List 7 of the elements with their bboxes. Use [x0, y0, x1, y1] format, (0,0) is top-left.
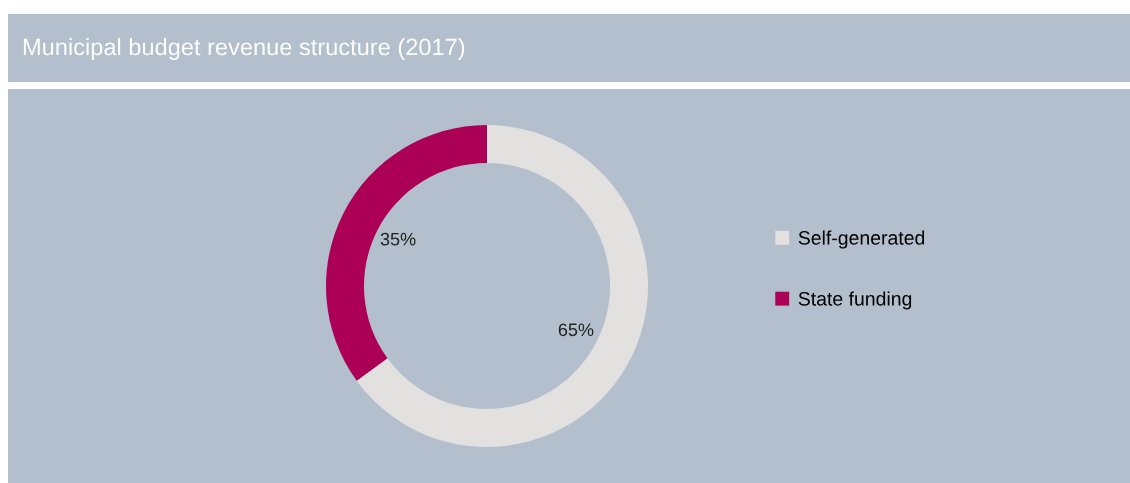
data-label: 65%: [558, 323, 594, 337]
legend-label: State funding: [798, 291, 912, 310]
chart-title: Municipal budget revenue structure (2017): [23, 38, 465, 60]
legend-label: Self-generated: [798, 230, 925, 249]
donut-slice: [356, 125, 648, 447]
donut-slice: [326, 125, 487, 381]
data-label: 35%: [380, 232, 416, 246]
